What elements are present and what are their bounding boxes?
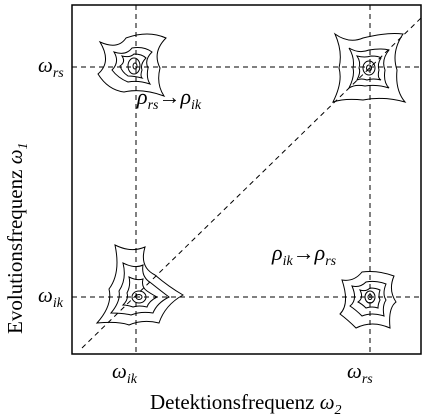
x-axis-title: Detektionsfrequenz ω2 <box>150 390 342 417</box>
peak-rs-ik <box>339 271 397 329</box>
x-tick-ik: ωik <box>112 359 138 387</box>
y-tick-rs: ωrs <box>38 53 64 81</box>
diagonal-line <box>81 17 422 349</box>
y-tick-ik: ωik <box>38 283 64 311</box>
peak-ik-ik <box>95 244 185 326</box>
x-tick-rs: ωrs <box>347 359 373 387</box>
guide-lines <box>72 5 422 354</box>
plot-frame <box>71 4 422 355</box>
annotation-rs-to-ik: ρrs→ρik <box>136 84 202 113</box>
annotation-ik-to-rs: ρik→ρrs <box>271 240 337 269</box>
peak-rs-rs <box>332 32 407 103</box>
y-axis-title: Evolutionsfrequenz ω1 <box>3 142 31 334</box>
peak-ik-rs <box>97 33 167 97</box>
